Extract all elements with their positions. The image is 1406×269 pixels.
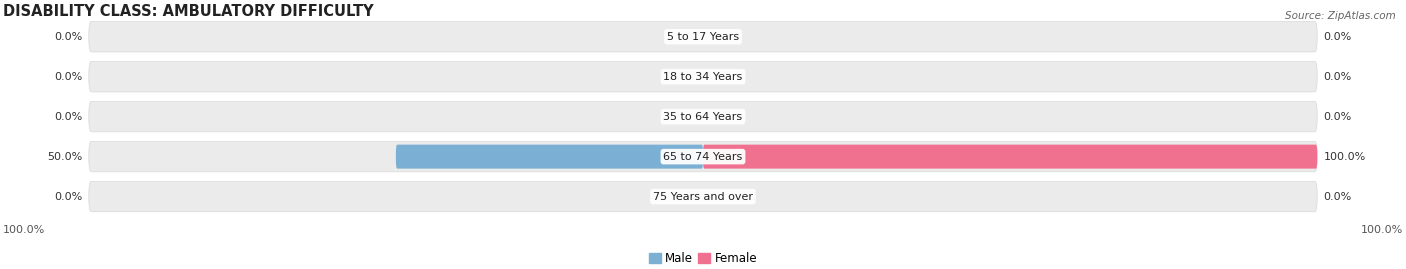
FancyBboxPatch shape	[396, 145, 703, 169]
FancyBboxPatch shape	[89, 141, 1317, 172]
Text: 100.0%: 100.0%	[3, 225, 45, 235]
Legend: Male, Female: Male, Female	[644, 247, 762, 269]
Text: 0.0%: 0.0%	[55, 32, 83, 42]
Text: 0.0%: 0.0%	[1323, 32, 1351, 42]
Text: 0.0%: 0.0%	[1323, 72, 1351, 82]
Text: 5 to 17 Years: 5 to 17 Years	[666, 32, 740, 42]
Text: 0.0%: 0.0%	[55, 72, 83, 82]
FancyBboxPatch shape	[89, 101, 1317, 132]
FancyBboxPatch shape	[89, 62, 1317, 92]
Text: 50.0%: 50.0%	[48, 152, 83, 162]
Text: 0.0%: 0.0%	[55, 192, 83, 201]
Text: 100.0%: 100.0%	[1361, 225, 1403, 235]
Text: 0.0%: 0.0%	[55, 112, 83, 122]
Text: 100.0%: 100.0%	[1323, 152, 1365, 162]
Text: 18 to 34 Years: 18 to 34 Years	[664, 72, 742, 82]
FancyBboxPatch shape	[89, 181, 1317, 212]
Text: 75 Years and over: 75 Years and over	[652, 192, 754, 201]
Text: DISABILITY CLASS: AMBULATORY DIFFICULTY: DISABILITY CLASS: AMBULATORY DIFFICULTY	[3, 4, 374, 19]
FancyBboxPatch shape	[703, 145, 1317, 169]
FancyBboxPatch shape	[89, 22, 1317, 52]
Text: 35 to 64 Years: 35 to 64 Years	[664, 112, 742, 122]
Text: 0.0%: 0.0%	[1323, 112, 1351, 122]
Text: 65 to 74 Years: 65 to 74 Years	[664, 152, 742, 162]
Text: 0.0%: 0.0%	[1323, 192, 1351, 201]
Text: Source: ZipAtlas.com: Source: ZipAtlas.com	[1285, 11, 1396, 21]
